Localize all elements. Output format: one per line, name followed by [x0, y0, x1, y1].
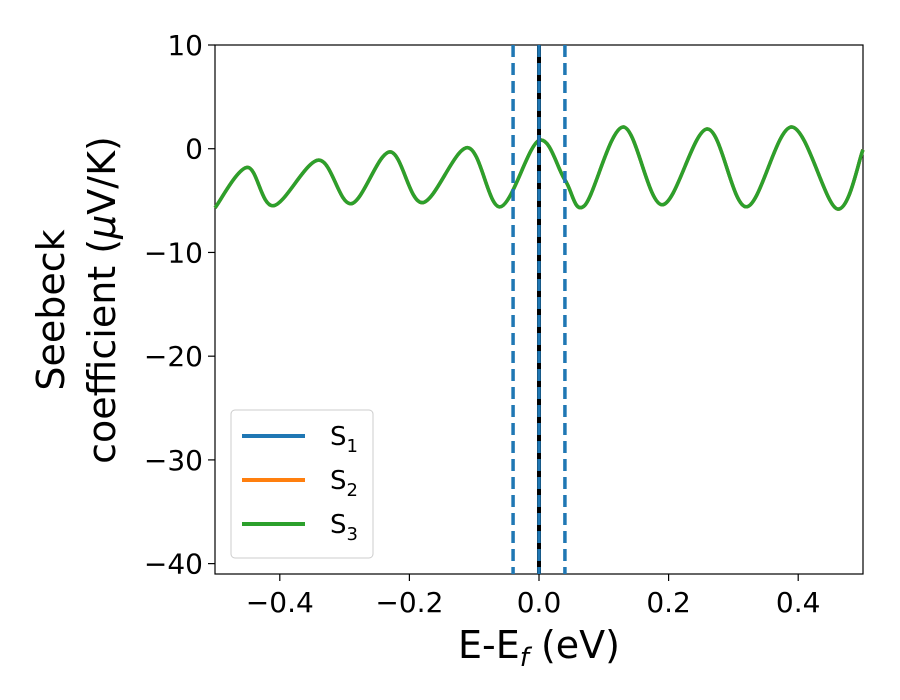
x-tick-label: 0.4 — [776, 586, 821, 619]
x-tick-label: 0.0 — [517, 586, 562, 619]
y-tick-label: −10 — [144, 236, 203, 269]
y-tick-label: 10 — [167, 29, 203, 62]
x-axis: −0.4 −0.2 0.0 0.2 0.4 — [246, 574, 821, 619]
x-axis-title: E-Ef (eV) — [458, 623, 620, 673]
y-tick-label: −40 — [144, 548, 203, 581]
legend-label-s2: S2 — [330, 466, 358, 501]
x-tick-label: −0.4 — [246, 586, 314, 619]
y-tick-label: −30 — [144, 444, 203, 477]
legend-label-s1: S1 — [330, 422, 358, 457]
y-axis-title-line2: coefficient (μV/K) — [80, 136, 124, 464]
series-line-s3 — [213, 125, 865, 211]
x-tick-label: 0.2 — [646, 586, 691, 619]
y-axis-title-line1: Seebeck — [29, 229, 73, 390]
y-axis-title: Seebeck coefficient (μV/K) — [29, 136, 124, 464]
legend: S1 S2 S3 — [230, 409, 374, 559]
plot-area — [213, 44, 865, 575]
legend-box — [230, 409, 374, 559]
series-lines — [213, 125, 865, 211]
x-tick-label: −0.2 — [375, 586, 443, 619]
y-axis: 10 0 −10 −20 −30 −40 — [144, 29, 215, 581]
y-tick-label: 0 — [185, 133, 203, 166]
legend-label-s3: S3 — [330, 510, 358, 545]
y-tick-label: −20 — [144, 340, 203, 373]
